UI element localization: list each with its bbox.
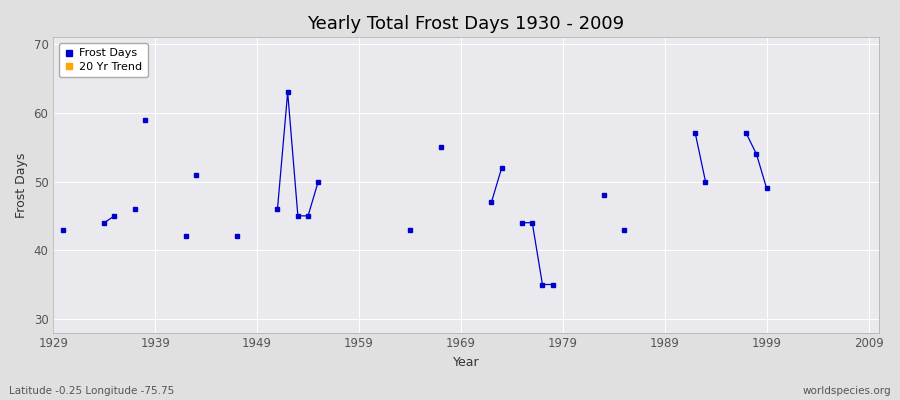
Y-axis label: Frost Days: Frost Days [15,152,28,218]
Legend: Frost Days, 20 Yr Trend: Frost Days, 20 Yr Trend [58,43,148,77]
Title: Yearly Total Frost Days 1930 - 2009: Yearly Total Frost Days 1930 - 2009 [308,15,625,33]
X-axis label: Year: Year [453,356,480,369]
Text: worldspecies.org: worldspecies.org [803,386,891,396]
Text: Latitude -0.25 Longitude -75.75: Latitude -0.25 Longitude -75.75 [9,386,175,396]
